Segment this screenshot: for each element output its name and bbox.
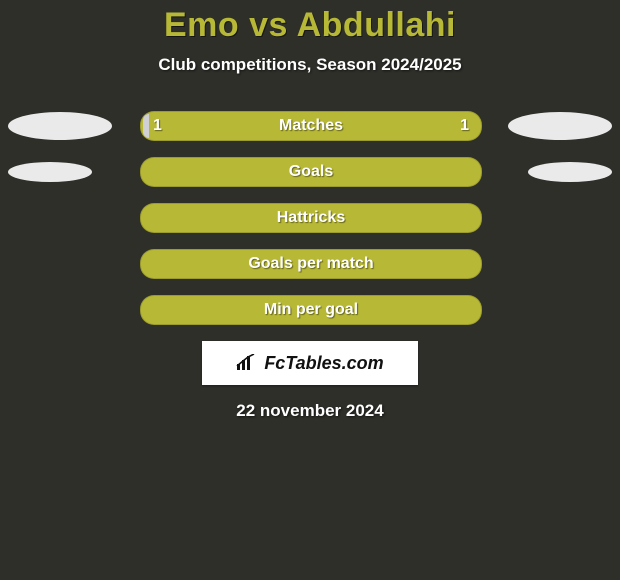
left-ellipse xyxy=(8,112,112,140)
stat-label: Min per goal xyxy=(141,296,481,324)
source-badge: FcTables.com xyxy=(202,341,418,385)
comparison-infographic: Emo vs Abdullahi Club competitions, Seas… xyxy=(0,0,620,580)
right-ellipse xyxy=(508,112,612,140)
page-title: Emo vs Abdullahi xyxy=(0,0,620,45)
stat-rows: Matches1 1 Goals Hattricks Goals per match Mi… xyxy=(0,111,620,325)
stat-pill: Hattricks xyxy=(140,203,482,233)
stat-row: Matches1 1 xyxy=(0,111,620,141)
stat-right-value: 1 xyxy=(460,112,469,140)
source-badge-text: FcTables.com xyxy=(264,353,383,374)
stat-row: Hattricks xyxy=(0,203,620,233)
stat-row: Min per goal xyxy=(0,295,620,325)
date-text: 22 november 2024 xyxy=(0,401,620,421)
stat-label: Goals xyxy=(141,158,481,186)
stat-left-value: 1 xyxy=(153,112,162,140)
stat-label: Goals per match xyxy=(141,250,481,278)
stat-pill: Goals xyxy=(140,157,482,187)
stat-pill: Min per goal xyxy=(140,295,482,325)
stat-row: Goals xyxy=(0,157,620,187)
bar-chart-icon xyxy=(236,354,258,372)
stat-pill: Matches1 1 xyxy=(140,111,482,141)
stat-row: Goals per match xyxy=(0,249,620,279)
page-subtitle: Club competitions, Season 2024/2025 xyxy=(0,55,620,75)
stat-label: Matches xyxy=(141,112,481,140)
source-badge-content: FcTables.com xyxy=(236,353,383,374)
left-ellipse xyxy=(8,162,92,182)
right-ellipse xyxy=(528,162,612,182)
stat-pill: Goals per match xyxy=(140,249,482,279)
stat-label: Hattricks xyxy=(141,204,481,232)
